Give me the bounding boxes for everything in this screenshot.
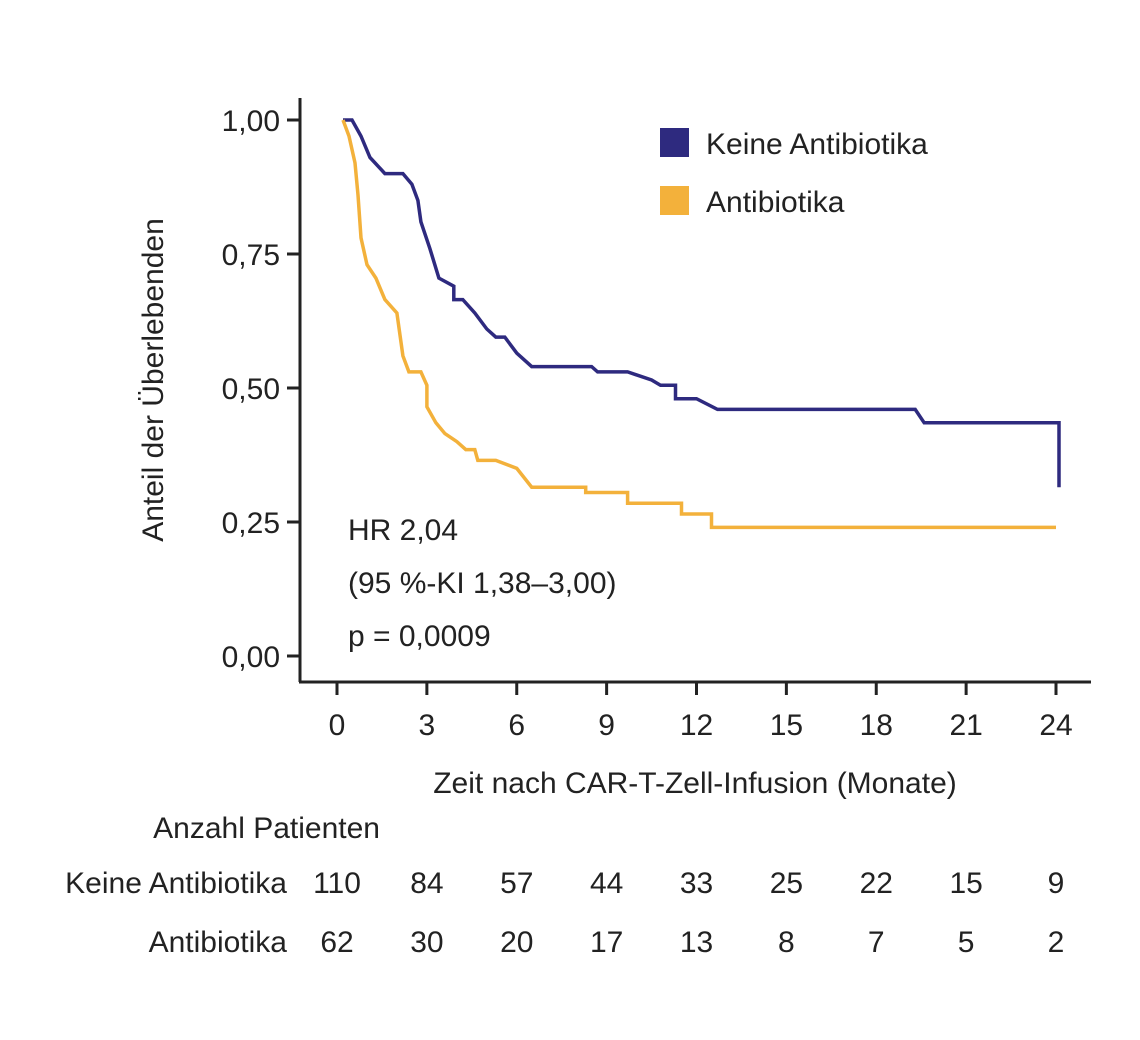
y-tick-label: 0,00 (222, 641, 280, 674)
statistics-annotation: HR 2,04 (95 %-KI 1,38–3,00) p = 0,0009 (348, 514, 617, 653)
x-tick-label: 18 (860, 709, 893, 742)
y-ticks: 0,00 0,25 0,50 0,75 1,00 (222, 105, 300, 674)
survival-curves (341, 118, 1061, 530)
hazard-ratio-text: HR 2,04 (348, 514, 458, 547)
x-tick-label: 9 (598, 709, 615, 742)
risk-cell: 30 (410, 926, 443, 959)
risk-cell: 9 (1048, 867, 1065, 900)
legend-label: Keine Antibiotika (706, 128, 928, 161)
risk-cell: 2 (1048, 926, 1065, 959)
y-tick-label: 1,00 (222, 105, 280, 138)
risk-cell: 20 (500, 926, 533, 959)
x-tick-label: 6 (508, 709, 525, 742)
y-axis-title: Anteil der Überlebenden (137, 218, 170, 542)
legend-swatch (660, 186, 689, 215)
series-line-keine-antibiotika (343, 118, 1061, 488)
legend-label: Antibiotika (706, 186, 845, 219)
confidence-interval-text: (95 %-KI 1,38–3,00) (348, 567, 617, 600)
p-value-text: p = 0,0009 (348, 620, 491, 653)
risk-cell: 84 (410, 867, 443, 900)
risk-cell: 7 (868, 926, 885, 959)
risk-cell: 110 (313, 867, 361, 900)
risk-table-title: Anzahl Patienten (153, 812, 380, 845)
risk-cell: 33 (680, 867, 713, 900)
x-tick-label: 0 (329, 709, 346, 742)
risk-cell: 13 (680, 926, 713, 959)
risk-row-label: Keine Antibiotika (65, 867, 287, 900)
x-tick-label: 21 (949, 709, 982, 742)
risk-cell: 5 (958, 926, 975, 959)
risk-cell: 25 (770, 867, 803, 900)
legend-swatch (660, 128, 689, 157)
legend: Keine Antibiotika Antibiotika (660, 128, 928, 219)
x-tick-label: 15 (770, 709, 803, 742)
x-axis-title: Zeit nach CAR-T-Zell-Infusion (Monate) (433, 767, 957, 800)
risk-cell: 8 (778, 926, 795, 959)
risk-cell: 22 (860, 867, 893, 900)
risk-cell: 17 (590, 926, 623, 959)
x-tick-label: 24 (1039, 709, 1072, 742)
x-tick-label: 3 (419, 709, 436, 742)
x-ticks: 0 3 6 9 12 15 18 21 24 (329, 682, 1073, 742)
risk-cell: 44 (590, 867, 623, 900)
risk-cell: 15 (949, 867, 982, 900)
y-tick-label: 0,75 (222, 239, 280, 272)
risk-cell: 62 (320, 926, 353, 959)
risk-cell: 57 (500, 867, 533, 900)
risk-row-label: Antibiotika (149, 926, 288, 959)
x-tick-label: 12 (680, 709, 713, 742)
risk-table: Anzahl Patienten Keine Antibiotika 110 84 5… (65, 812, 1064, 959)
y-tick-label: 0,25 (222, 507, 280, 540)
y-tick-label: 0,50 (222, 373, 280, 406)
series-line-antibiotika (341, 119, 1056, 530)
